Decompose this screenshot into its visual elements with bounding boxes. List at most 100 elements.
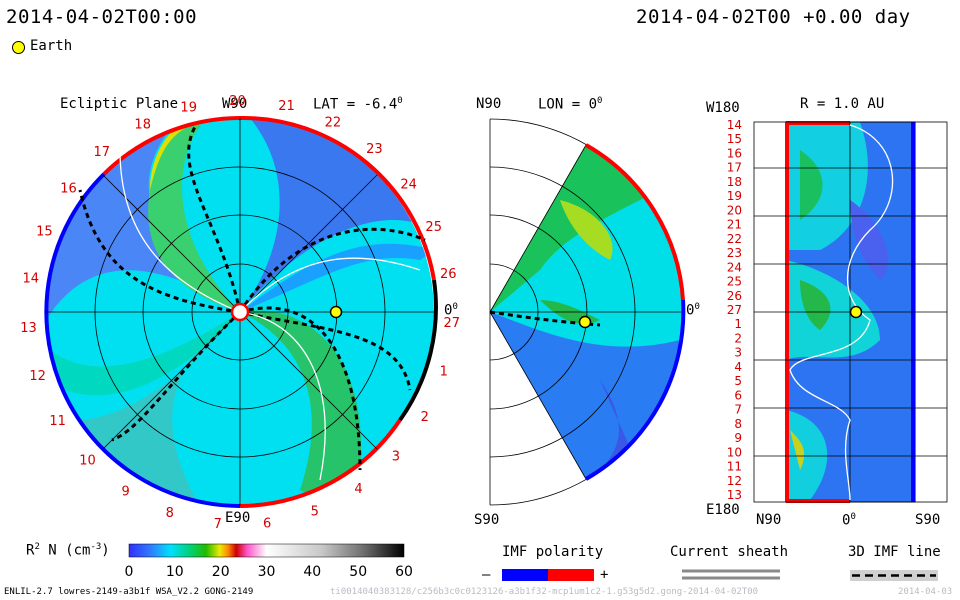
rotation-number: 7 — [214, 517, 222, 532]
meridional-earth-marker — [578, 315, 592, 329]
earth-marker-icon — [12, 41, 25, 54]
imf-polarity-swatch — [502, 569, 594, 581]
rotation-number: 11 — [49, 414, 66, 429]
imf-line-swatch — [850, 570, 938, 581]
density-colorbar: 0 10 20 30 40 50 60 — [125, 543, 413, 580]
rotation-number: 5 — [311, 504, 319, 519]
sphere-row-label: 3 — [734, 346, 742, 360]
sphere-row-label: 22 — [727, 232, 742, 246]
footer-date: 2014-04-03 — [898, 587, 953, 597]
imf-line-label: 3D IMF line — [848, 544, 941, 560]
sphere-row-label: 7 — [734, 403, 742, 417]
sphere-row-label: 8 — [734, 417, 742, 431]
footer-model: ENLIL-2.7 lowres-2149-a3b1f WSA_V2.2 GON… — [4, 587, 254, 597]
rotation-number: 3 — [392, 450, 400, 465]
colorbar-tick: 40 — [303, 564, 321, 580]
sphere-row-label: 27 — [727, 303, 742, 317]
sphere-row-label: 15 — [727, 132, 742, 146]
rotation-number: 26 — [440, 267, 457, 282]
rotation-number: 2 — [421, 410, 429, 425]
colorbar-tick: 30 — [258, 564, 276, 580]
sphere-top-label: W180 — [706, 100, 740, 116]
ecliptic-plane-plot: 19 20 212223242526271234567891011121314151… — [20, 94, 460, 532]
ecliptic-title: Ecliptic Plane — [60, 96, 179, 112]
current-sheath-label: Current sheath — [670, 544, 789, 560]
sphere-row-label: 24 — [727, 260, 742, 274]
sphere-row-label: 23 — [727, 246, 742, 260]
rotation-number: 25 — [425, 220, 442, 235]
sphere-row-label: 25 — [727, 275, 742, 289]
rotation-number: 14 — [23, 272, 40, 287]
rotation-number: 19 — [180, 100, 197, 115]
sphere-row-label: 10 — [727, 445, 742, 459]
rotation-number: 21 — [278, 99, 295, 114]
sphere-row-label: 21 — [727, 218, 742, 232]
meridional-plane-plot — [489, 118, 686, 506]
sphere-x-mid: 00 — [842, 512, 856, 529]
sphere-row-label: 9 — [734, 431, 742, 445]
sphere-row-label: 4 — [734, 360, 742, 374]
rotation-number: 8 — [166, 506, 174, 521]
imf-polarity-label: IMF polarity — [502, 544, 604, 560]
sphere-bottom-label: E180 — [706, 502, 740, 518]
rotation-number: 18 — [134, 118, 151, 133]
sphere-row-label: 16 — [727, 147, 742, 161]
sphere-row-label: 6 — [734, 388, 742, 402]
rotation-number: 6 — [263, 516, 271, 531]
imf-polarity-minus: – — [482, 567, 491, 583]
time-stamp-left: 2014-04-02T00:00 — [6, 6, 198, 28]
ecliptic-bottom-label: E90 — [225, 510, 251, 526]
colorbar-label: R2 N (cm-3) — [26, 542, 110, 559]
sphere-row-label: 18 — [727, 175, 742, 189]
sphere-row-label: 2 — [734, 332, 742, 346]
colorbar-tick: 0 — [125, 564, 134, 580]
sphere-row-label: 26 — [727, 289, 742, 303]
rotation-number: 17 — [94, 145, 111, 160]
rotation-number: 22 — [325, 116, 342, 131]
sphere-x-left: N90 — [756, 512, 782, 528]
rotation-number: 15 — [36, 224, 53, 239]
ecliptic-right-label: 00 — [444, 302, 458, 319]
sphere-r-label: R = 1.0 AU — [800, 96, 885, 112]
sphere-row-label: 17 — [727, 161, 742, 175]
time-stamp-right: 2014-04-02T00 +0.00 day — [636, 6, 911, 28]
sphere-map-plot: 1415161718192021222324252627123456789101… — [727, 118, 948, 503]
sphere-row-label: 14 — [727, 118, 742, 132]
rotation-number: 4 — [354, 482, 362, 497]
footer-run-id: ti0014040383128/c256b3c0c0123126-a3b1f32… — [330, 587, 759, 597]
sphere-row-label: 20 — [727, 203, 742, 217]
ecliptic-earth-marker — [329, 305, 343, 319]
sphere-row-label: 12 — [727, 474, 742, 488]
colorbar-tick: 20 — [212, 564, 230, 580]
colorbar-tick: 60 — [395, 564, 413, 580]
colorbar-tick: 50 — [349, 564, 367, 580]
colorbar-tick: 10 — [166, 564, 184, 580]
sphere-earth-marker — [849, 305, 863, 319]
sphere-row-label: 5 — [734, 374, 742, 388]
rotation-number: 23 — [366, 142, 383, 157]
meridional-top-label: N90 — [476, 96, 502, 112]
rotation-number: 13 — [20, 321, 37, 336]
sphere-row-label: 13 — [727, 488, 742, 502]
meridional-bottom-label: S90 — [474, 512, 500, 528]
sphere-row-label: 19 — [727, 189, 742, 203]
rotation-number: 9 — [121, 485, 129, 500]
rotation-number: 12 — [29, 369, 46, 384]
rotation-number: 24 — [400, 177, 417, 192]
earth-legend-label: Earth — [30, 38, 73, 54]
meridional-right-label: 00 — [686, 302, 700, 319]
rotation-number: 10 — [79, 453, 96, 468]
rotation-number: 27 — [444, 316, 461, 331]
meridional-lon-label: LON = 00 — [538, 96, 603, 113]
ecliptic-lat-label: LAT = -6.40 — [313, 96, 403, 113]
rotation-number: 16 — [60, 181, 77, 196]
rotation-number: 1 — [440, 364, 448, 379]
imf-polarity-plus: + — [600, 567, 609, 583]
ecliptic-top-label: W90 — [222, 96, 248, 112]
current-sheath-swatch — [682, 569, 780, 580]
sphere-row-label: 11 — [727, 460, 742, 474]
sphere-x-right: S90 — [915, 512, 941, 528]
sphere-row-label: 1 — [734, 317, 742, 331]
rotation-number: 20 — [229, 94, 246, 109]
